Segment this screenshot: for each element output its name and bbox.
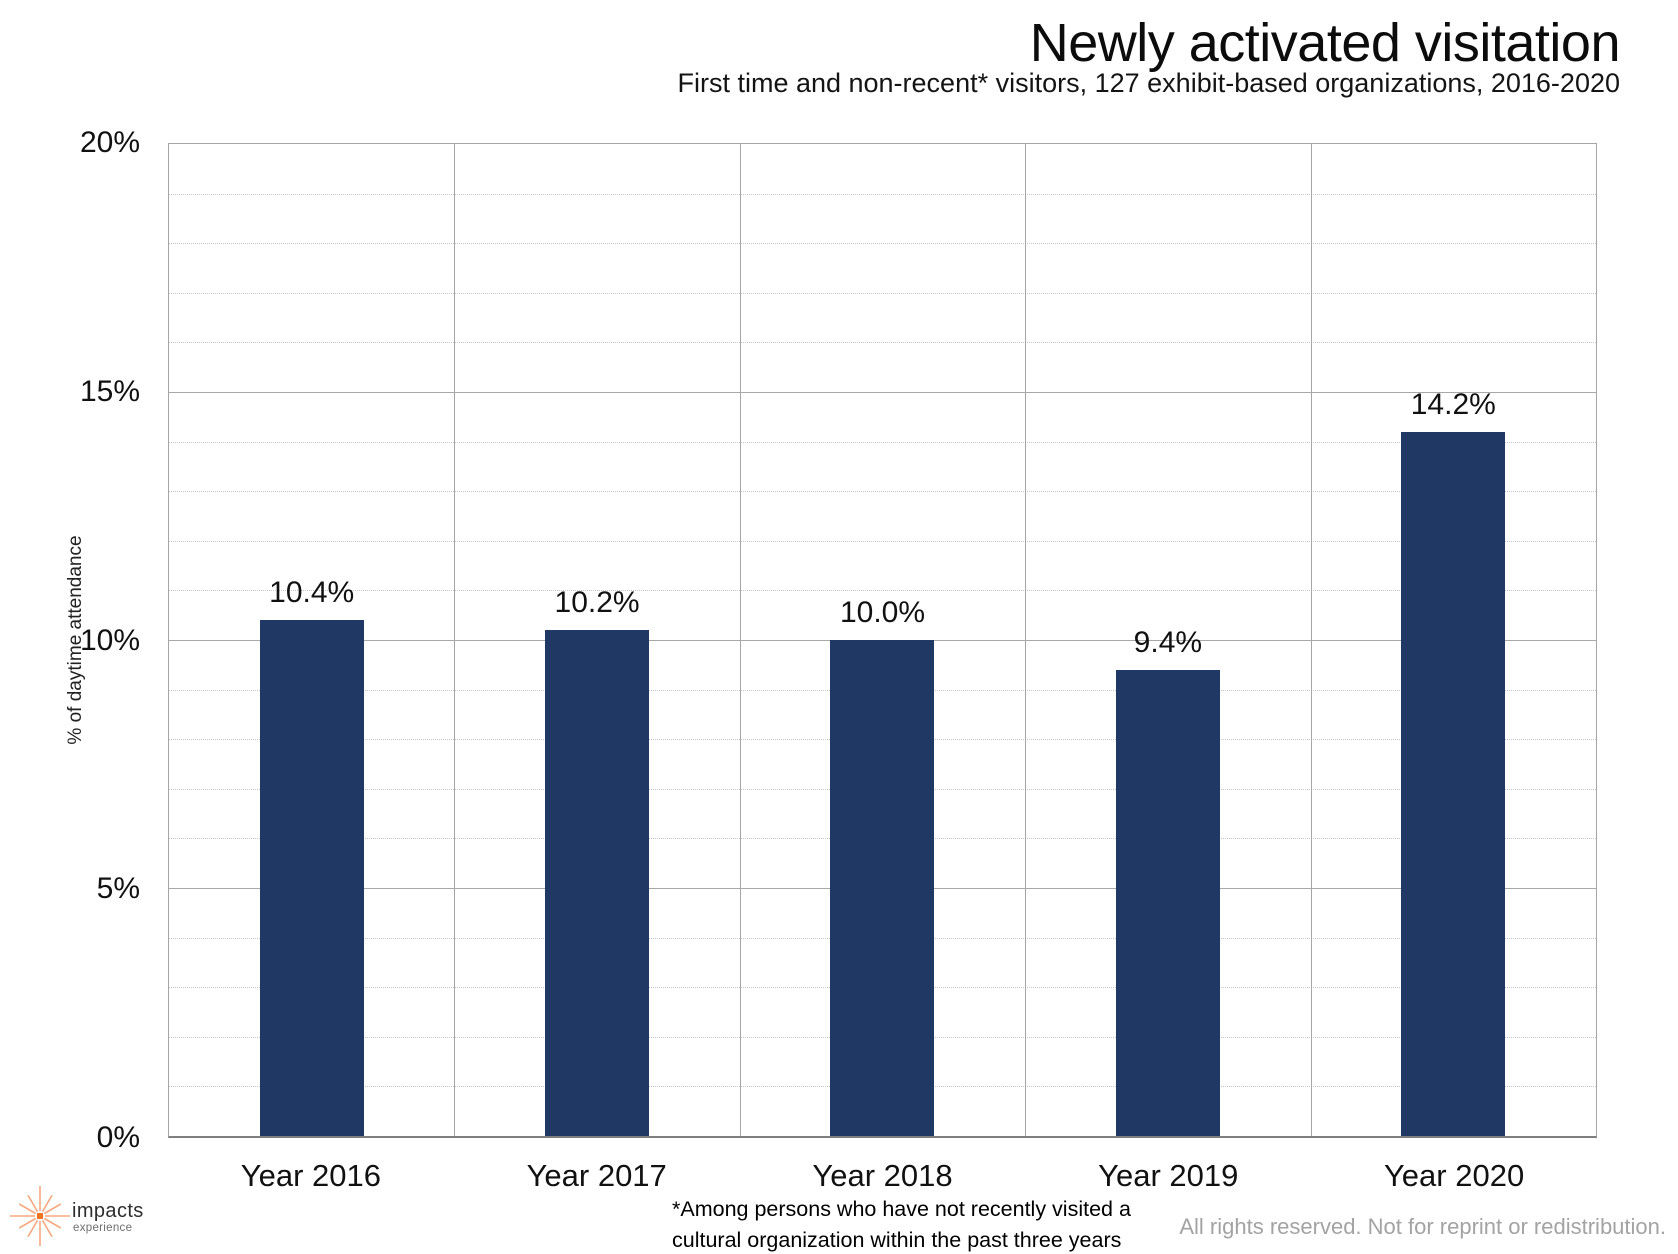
footnote: *Among persons who have not recently vis… [672,1194,1131,1254]
y-axis-label: 5% [96,872,140,906]
minor-gridline [169,540,1596,542]
chart-subtitle: First time and non-recent* visitors, 127… [677,68,1620,98]
x-axis-label: Year 2016 [240,1158,381,1193]
category-separator [739,144,741,1136]
footnote-line-1: *Among persons who have not recently vis… [672,1197,1131,1221]
bar [830,640,935,1136]
logo-subtext: experience [73,1222,133,1234]
y-axis-ticks: 0% 5% 10% 15% 20% [0,126,140,1154]
minor-gridline [169,292,1596,294]
bar-column: 10.2% [454,144,739,1136]
bar-value-label: 14.2% [1410,387,1496,421]
footnote-line-2: cultural organization within the past th… [672,1227,1122,1252]
minor-gridline [169,441,1596,443]
bar-value-label: 10.4% [269,576,355,610]
x-axis-ticks: Year 2016 Year 2017 Year 2018 Year 2019 Year… [168,1146,1597,1202]
logo-name: impacts [72,1200,144,1222]
major-gridline [169,392,1596,393]
minor-gridline [169,590,1596,592]
x-axis-label: Year 2018 [812,1158,953,1193]
x-axis-label: Year 2019 [1098,1158,1239,1193]
y-axis-label: 10% [79,623,140,657]
minor-gridline [169,342,1596,344]
rights-notice: All rights reserved. Not for reprint or … [1179,1214,1666,1239]
bar-column: 14.2% [1311,144,1596,1136]
category-separator [1310,144,1312,1136]
page-title: Newly activated visitation [1029,13,1621,73]
bar [1115,669,1220,1136]
y-axis-label: 0% [96,1121,140,1154]
logo: impacts experience [6,1182,206,1254]
category-separator [454,144,456,1136]
category-separator [1025,144,1027,1136]
starburst-icon [10,1186,70,1246]
x-axis-label: Year 2017 [526,1158,667,1193]
bar-value-label: 10.0% [839,596,926,629]
bar-column: 10.4% [169,144,454,1136]
y-axis-label: 20% [79,126,140,159]
x-axis-label: Year 2020 [1383,1158,1525,1193]
bar-column: 10.0% [740,144,1025,1136]
bar [259,620,364,1136]
bar-value-label: 10.2% [554,586,640,620]
y-axis-label: 15% [79,374,140,408]
minor-gridline [169,491,1596,493]
minor-gridline [169,193,1596,195]
bar-column: 9.4% [1025,144,1310,1136]
plot-area: 10.4% 10.2% 10.0% 9.4% 14.2% [168,143,1597,1138]
bar-value-label: 9.4% [1133,625,1203,659]
bar [1401,431,1506,1136]
bar [545,630,650,1136]
minor-gridline [169,243,1596,245]
